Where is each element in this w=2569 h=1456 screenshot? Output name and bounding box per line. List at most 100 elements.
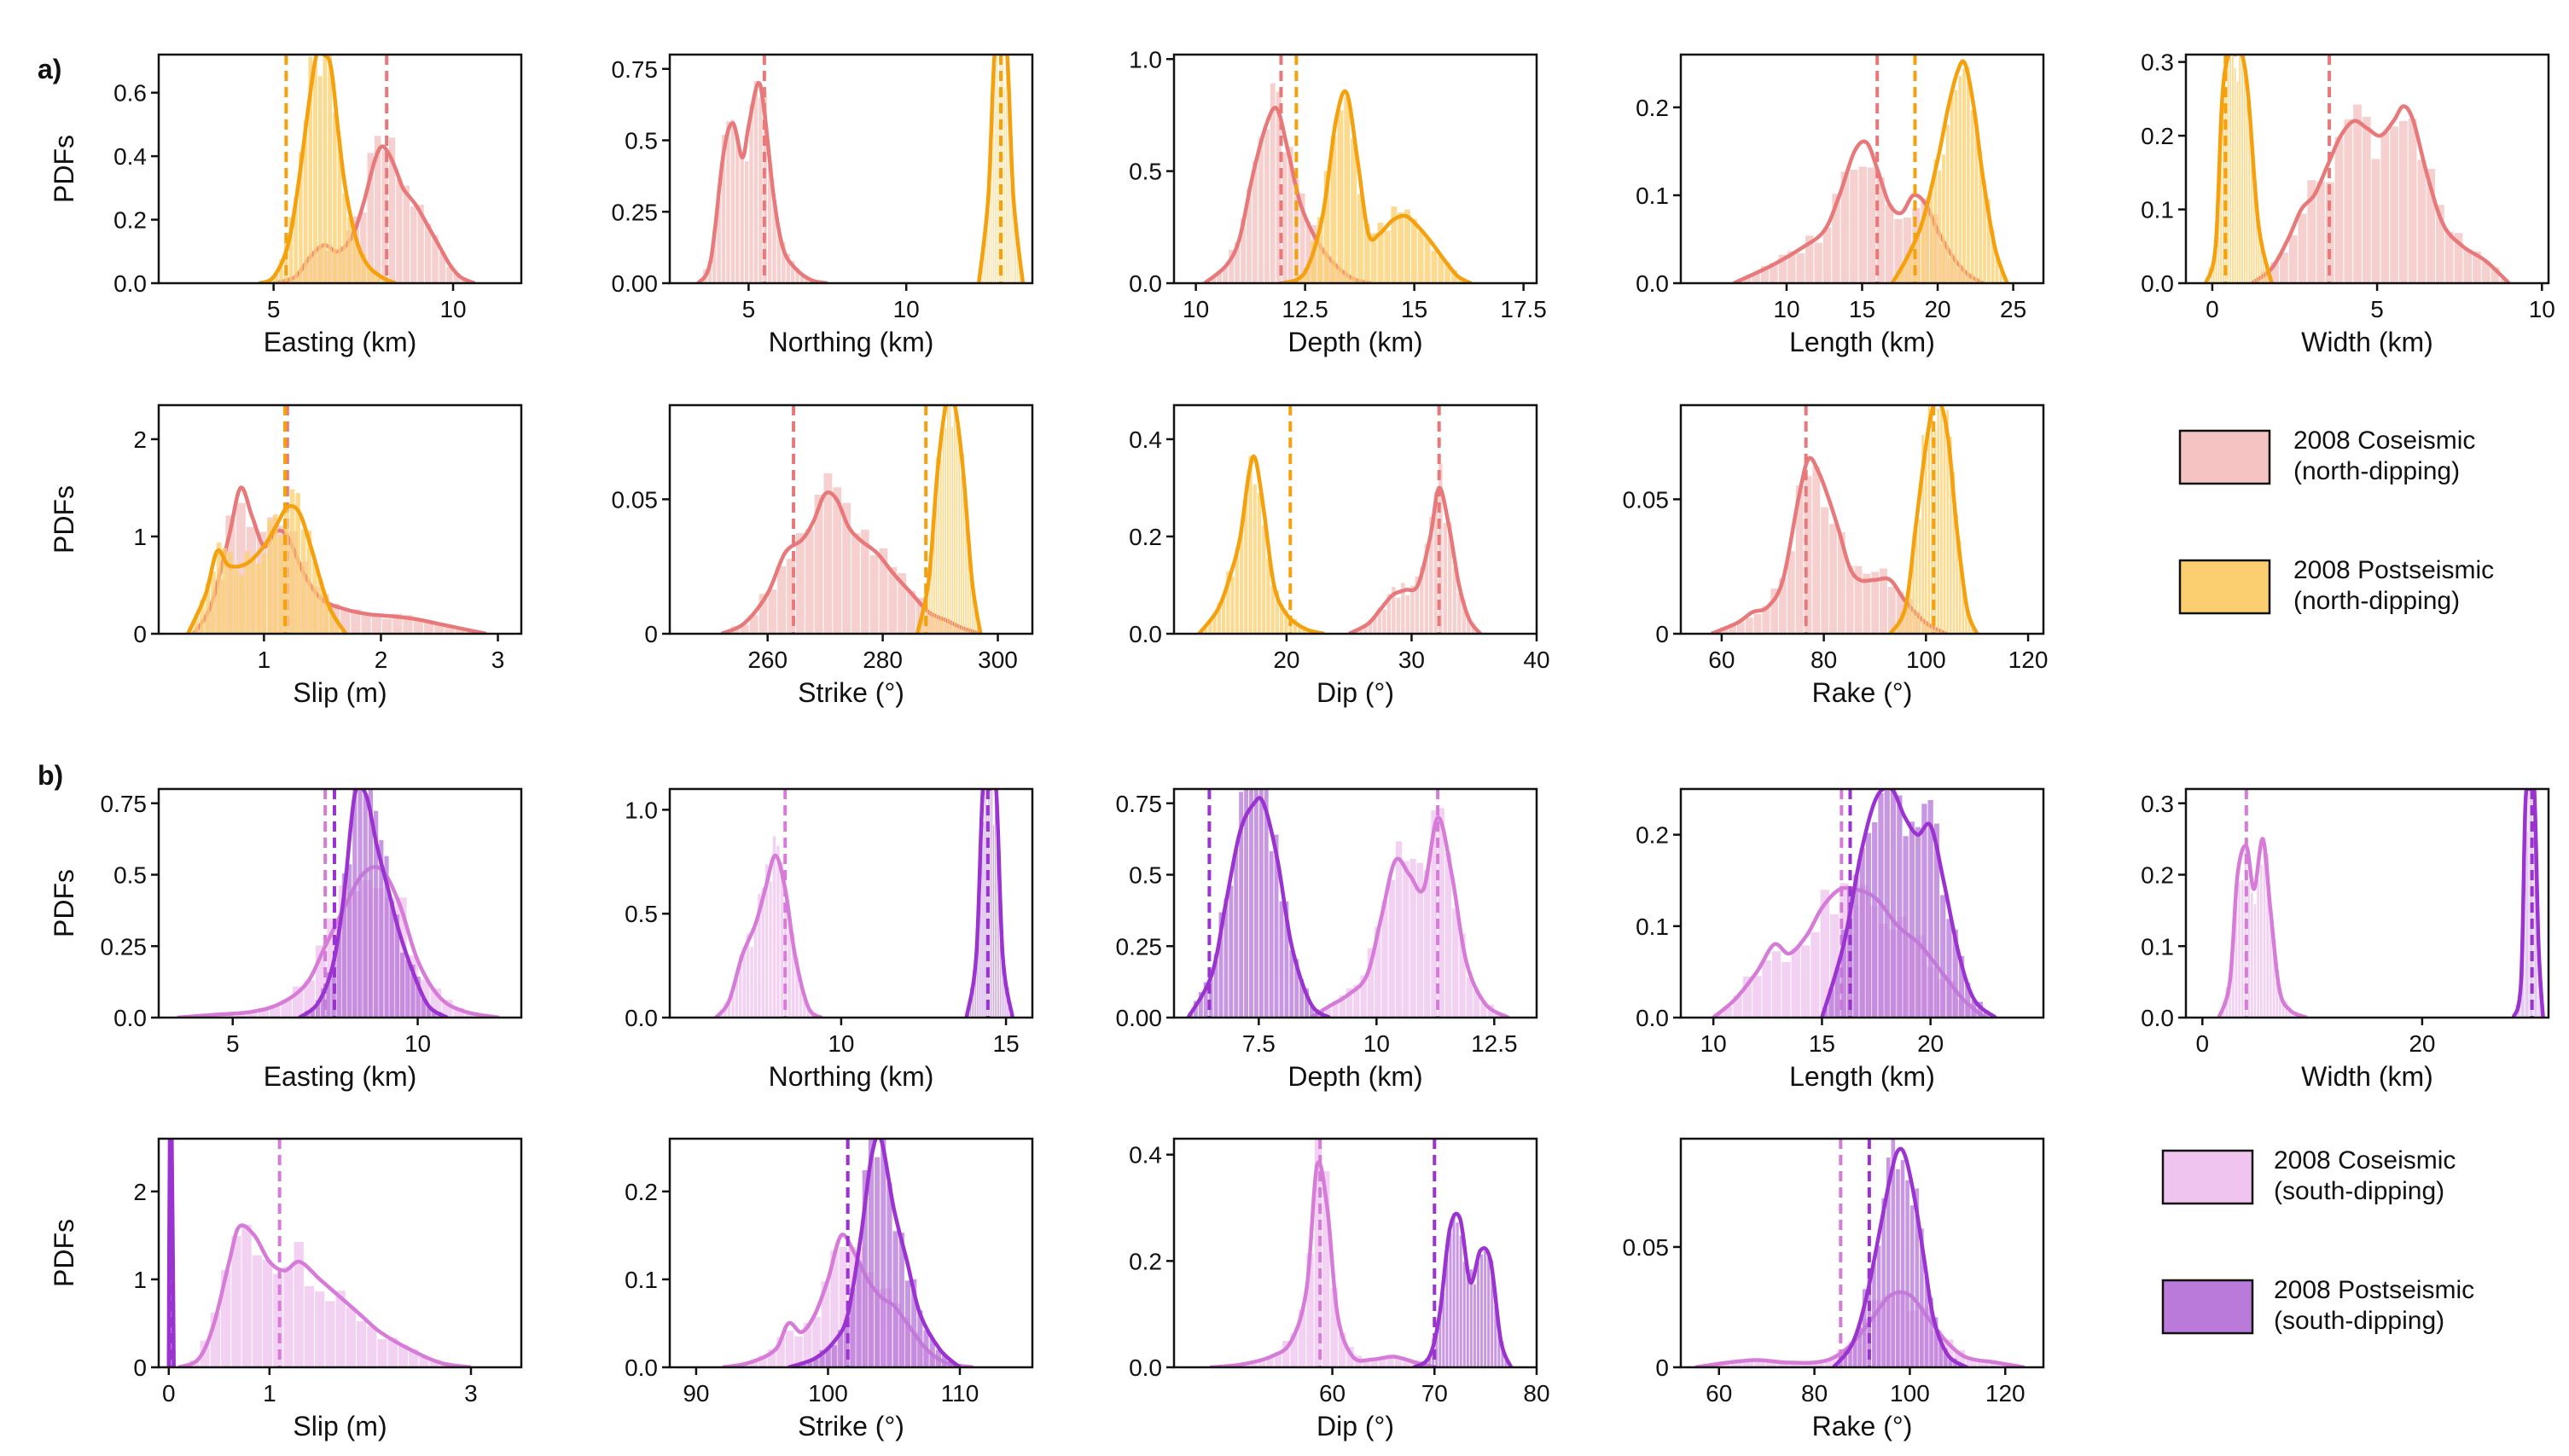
hist-bar — [1462, 1262, 1466, 1367]
hist-bar — [1309, 1006, 1314, 1018]
hist-bar — [1781, 962, 1791, 1018]
hist-bar — [2344, 119, 2353, 283]
y-tick-label: 0.25 — [1116, 933, 1163, 960]
hist-bar — [1979, 150, 1983, 283]
legend-a-swatch-postseismic — [2178, 559, 2271, 615]
x-tick-label: 300 — [978, 647, 1018, 673]
y-tick-label: 1 — [133, 1267, 147, 1293]
y-tick-label: 0.1 — [2141, 933, 2174, 960]
x-tick-label: 1 — [263, 1380, 276, 1407]
hist-bar — [1378, 1357, 1386, 1367]
hist-bar — [1344, 96, 1351, 283]
hist-bar — [1852, 1340, 1857, 1367]
hist-bar — [1752, 976, 1762, 1018]
x-tick-label: 260 — [747, 647, 788, 673]
hist-bar — [1377, 607, 1382, 634]
hist-bar — [749, 1360, 758, 1367]
chart-b-dip: 60 70 80 0.0 0.2 0.4 Dip (°) — [1129, 1137, 1550, 1441]
hist-bar — [794, 1336, 803, 1367]
hist-bar — [1403, 1360, 1410, 1367]
axes-frame — [1172, 787, 1538, 1019]
hist-bar — [786, 253, 790, 283]
hist-bar — [1915, 1188, 1920, 1367]
hist-bar — [1946, 409, 1949, 634]
hist-bar — [1384, 230, 1391, 283]
kde-line — [2511, 789, 2545, 1018]
hist-bar — [2334, 136, 2344, 283]
hist-bar — [2239, 55, 2241, 283]
hist-bar — [352, 789, 357, 1018]
hist-bar — [423, 620, 434, 634]
hist-bar — [384, 856, 389, 1018]
x-axis-label: Length (km) — [1789, 327, 1935, 357]
y-tick-label: 0.2 — [1636, 95, 1669, 121]
hist-bar — [1886, 1157, 1891, 1367]
hist-bar — [1983, 181, 1986, 283]
hist-bar — [938, 1360, 946, 1367]
hist-bar — [194, 626, 204, 634]
hist-bar — [1431, 251, 1438, 283]
hist-bar — [1791, 948, 1800, 1018]
hist-bar — [1921, 198, 1930, 283]
legend-b: 2008 Coseismic (south-dipping) 2008 Post… — [2161, 1146, 2474, 1335]
hist-bar — [300, 529, 306, 634]
hist-bar — [1203, 982, 1208, 1018]
hist-bar — [2246, 101, 2248, 283]
hist-bar — [295, 493, 300, 634]
hist-bar — [324, 251, 331, 283]
hist-bar — [304, 1285, 315, 1367]
hist-bar — [341, 873, 347, 1018]
hist-bar — [357, 250, 362, 283]
hist-bar — [869, 554, 879, 634]
hist-bar — [1924, 1273, 1929, 1367]
hist-bar — [2223, 81, 2224, 283]
x-axis-label: Width (km) — [2301, 327, 2433, 357]
y-tick-label: 0.05 — [1623, 486, 1670, 513]
hist-bar — [405, 960, 410, 1018]
hist-bar — [923, 1330, 929, 1367]
y-tick-label: 0.0 — [625, 1005, 658, 1031]
hist-bar — [1299, 979, 1305, 1018]
hist-bar — [2220, 136, 2222, 283]
hist-bar — [1239, 531, 1244, 634]
hist-bar — [1970, 109, 1974, 283]
plot-area — [258, 55, 476, 283]
hist-bar — [1971, 1000, 1977, 1018]
hist-bar — [758, 893, 761, 1018]
hist-bar — [2536, 879, 2537, 1018]
plot-area — [2204, 55, 2511, 283]
hist-bar — [1480, 1254, 1484, 1367]
hist-bar — [410, 964, 416, 1018]
y-tick-label: 0.0 — [1636, 1005, 1669, 1031]
hist-bar — [1294, 959, 1299, 1018]
hist-bar — [351, 609, 361, 634]
hist-bar — [1924, 455, 1927, 634]
hist-bar — [1310, 241, 1316, 283]
y-tick-label: 0.75 — [101, 791, 148, 817]
hist-bar — [740, 624, 749, 634]
hist-bar — [767, 165, 772, 283]
hist-bar — [1843, 1349, 1848, 1367]
hist-bar — [1920, 1228, 1924, 1367]
hist-bar — [833, 487, 842, 634]
hist-bar — [904, 1280, 911, 1367]
hist-bar — [336, 926, 341, 1018]
y-axis-label: PDFs — [49, 135, 79, 203]
hist-bar — [1298, 1309, 1306, 1367]
hist-bar — [1252, 160, 1258, 283]
x-tick-label: 25 — [2000, 296, 2026, 322]
series-coseismic_south — [177, 1139, 472, 1367]
hist-bar — [1989, 1361, 2001, 1367]
hist-bar — [335, 1291, 346, 1367]
hist-bar — [780, 861, 784, 1018]
hist-bar — [1410, 218, 1417, 283]
hist-bar — [308, 56, 313, 283]
y-tick-label: 0.75 — [1116, 791, 1163, 817]
hist-bar — [1876, 177, 1885, 283]
hist-bar — [1918, 519, 1921, 634]
hist-bar — [1293, 618, 1297, 634]
hist-bar — [1859, 848, 1865, 1018]
hist-bar — [1494, 1306, 1497, 1367]
hist-bar — [1850, 169, 1858, 283]
kde-line — [976, 55, 1026, 283]
